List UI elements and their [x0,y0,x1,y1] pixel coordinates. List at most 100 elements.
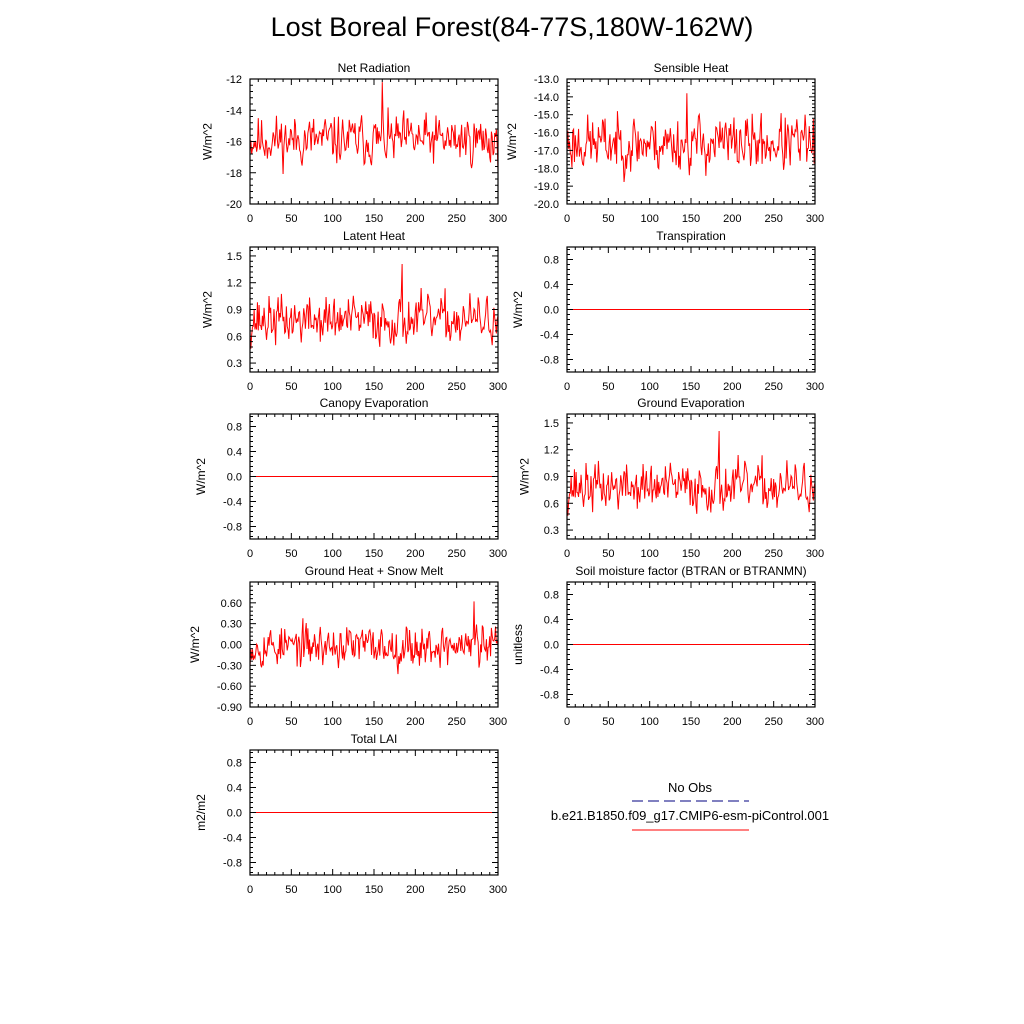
x-tick-label: 200 [406,381,424,393]
y-tick-label: 0.8 [544,590,559,602]
panel-title: Latent Heat [343,229,406,243]
x-tick-label: 250 [447,381,465,393]
y-tick-label: -16.0 [534,128,559,140]
x-tick-label: 200 [723,381,741,393]
y-axis-label: W/m^2 [188,626,202,663]
x-tick-label: 100 [323,548,341,560]
x-tick-label: 250 [447,548,465,560]
y-axis-label: W/m^2 [505,123,519,160]
series-line [249,601,499,675]
plot-frame [249,246,499,373]
x-tick-label: 50 [285,381,297,393]
panel-title: Ground Heat + Snow Melt [305,564,444,578]
y-tick-label: 1.2 [227,278,242,290]
x-tick-label: 250 [447,716,465,728]
panel-title: Total LAI [351,732,398,746]
y-tick-label: -0.8 [223,858,242,870]
x-tick-label: 0 [247,381,253,393]
y-tick-label: -0.4 [540,330,559,342]
x-tick-label: 300 [806,213,824,225]
legend-obs-label: No Obs [668,780,713,795]
y-tick-label: 0.8 [227,758,242,770]
y-tick-label: 0.3 [227,358,242,370]
series-line [566,430,816,516]
x-tick-label: 150 [682,213,700,225]
y-tick-label: 0.0 [544,305,559,317]
x-tick-label: 200 [406,548,424,560]
y-tick-label: -0.8 [223,522,242,534]
y-tick-label: -13.0 [534,74,559,86]
y-tick-label: 0.4 [544,280,559,292]
y-tick-label: 0.8 [544,255,559,267]
y-tick-label: -14.0 [534,92,559,104]
series-line [249,82,499,175]
x-tick-label: 100 [323,884,341,896]
x-tick-label: 300 [489,548,507,560]
y-tick-label: -16 [226,137,242,149]
panel-5: 0 50 100 150 200 250 300 0.8 0.4 0.0 -0.4 -0.8 Canop… [194,396,507,560]
x-tick-label: 150 [365,548,383,560]
x-tick-label: 250 [764,381,782,393]
panel-1: 0 50 100 150 200 250 300 -12 -14 -16 -18 -20 Net Rad… [200,61,507,225]
y-tick-label: -20.0 [534,199,559,211]
y-tick-label: 0.0 [544,640,559,652]
y-tick-label: -14 [226,105,242,117]
y-tick-label: -0.60 [217,681,242,693]
y-tick-label: -0.30 [217,660,242,672]
x-tick-label: 250 [764,548,782,560]
y-tick-label: 1.2 [544,445,559,457]
x-tick-label: 150 [365,716,383,728]
x-tick-label: 300 [806,548,824,560]
y-tick-label: -19.0 [534,181,559,193]
x-tick-label: 50 [602,213,614,225]
x-tick-label: 0 [564,381,570,393]
y-tick-label: 0.6 [544,498,559,510]
x-tick-label: 50 [285,213,297,225]
x-tick-label: 100 [323,716,341,728]
panel-title: Ground Evaporation [637,396,744,410]
y-tick-label: -17.0 [534,145,559,157]
x-tick-label: 0 [564,213,570,225]
x-tick-label: 50 [602,716,614,728]
x-tick-label: 250 [764,716,782,728]
x-tick-label: 150 [365,884,383,896]
y-tick-label: 0.4 [544,615,559,627]
panel-title: Soil moisture factor (BTRAN or BTRANMN) [575,564,806,578]
panel-3: 0 50 100 150 200 250 300 1.5 1.2 0.9 0.6 0.3 Latent … [200,229,507,393]
y-tick-label: -12 [226,74,242,86]
panel-6: 0 50 100 150 200 250 300 1.5 1.2 0.9 0.6 0.3 Ground … [517,396,824,560]
x-tick-label: 50 [285,716,297,728]
x-tick-label: 150 [365,381,383,393]
page-title: Lost Boreal Forest(84-77S,180W-162W) [270,12,754,42]
y-tick-label: 0.9 [544,472,559,484]
x-tick-label: 100 [323,213,341,225]
x-tick-label: 150 [682,381,700,393]
x-tick-label: 150 [682,548,700,560]
x-tick-label: 0 [564,548,570,560]
y-tick-label: -0.8 [540,690,559,702]
panel-8: 0 50 100 150 200 250 300 0.8 0.4 0.0 -0.4 -0.8 Soil … [511,564,824,728]
y-tick-label: -0.4 [223,497,242,509]
x-tick-label: 250 [764,213,782,225]
x-tick-label: 150 [682,716,700,728]
y-tick-label: 0.3 [544,525,559,537]
x-tick-label: 200 [723,213,741,225]
x-tick-label: 100 [640,548,658,560]
y-tick-label: 1.5 [227,251,242,263]
x-tick-label: 50 [285,884,297,896]
y-tick-label: -0.4 [540,665,559,677]
y-axis-label: W/m^2 [200,123,214,160]
y-tick-label: 1.5 [544,418,559,430]
x-tick-label: 0 [247,213,253,225]
y-axis-label: unitless [511,624,525,665]
y-axis-label: W/m^2 [200,291,214,328]
x-tick-label: 50 [602,548,614,560]
y-tick-label: 0.4 [227,783,242,795]
y-tick-label: 0.0 [227,808,242,820]
panel-2: 0 50 100 150 200 250 300 -13.0 -14.0 -15.0 -16.0 -1… [505,61,824,225]
x-tick-label: 250 [447,213,465,225]
x-tick-label: 250 [447,884,465,896]
y-tick-label: -0.8 [540,355,559,367]
y-tick-label: 0.00 [221,640,242,652]
